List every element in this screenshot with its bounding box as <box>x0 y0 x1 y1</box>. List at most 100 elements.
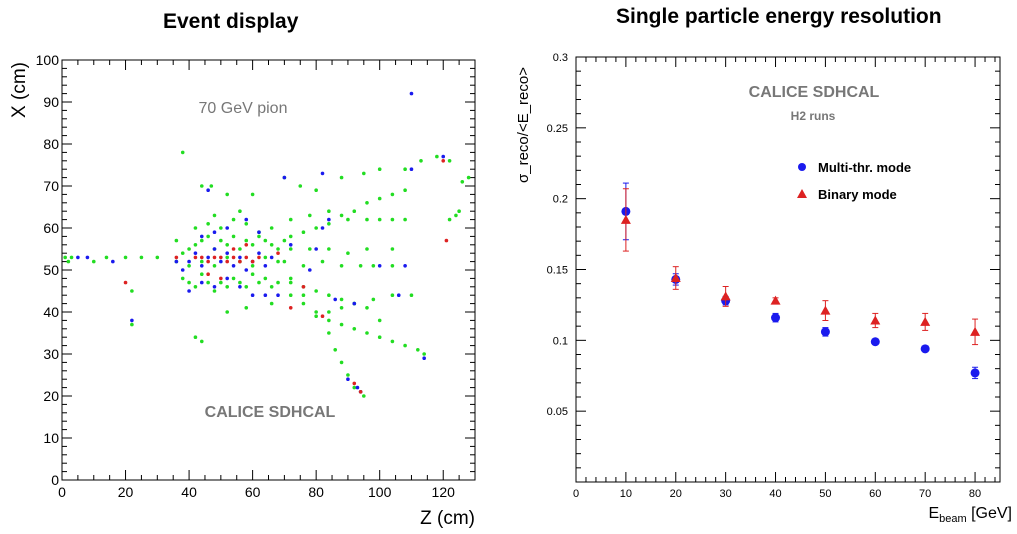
hit-green <box>460 180 465 184</box>
y-tick-label: 0.15 <box>547 265 568 277</box>
hit-green <box>390 293 395 298</box>
hit-green <box>346 217 350 222</box>
hit-green <box>263 276 268 281</box>
hit-red <box>257 255 261 260</box>
hit-green <box>155 255 160 260</box>
hit-green <box>377 167 382 171</box>
hit-blue <box>409 91 414 96</box>
hit-green <box>225 255 229 260</box>
data-point-multi <box>920 344 930 354</box>
y-tick-label: 20 <box>43 388 59 404</box>
hit-blue <box>282 175 287 180</box>
hit-green <box>377 196 382 201</box>
hit-green <box>269 226 274 230</box>
hit-blue <box>231 264 236 268</box>
hit-green <box>269 301 274 306</box>
hit-green <box>206 222 210 226</box>
hit-green <box>466 175 471 180</box>
x-tick-label: 20 <box>118 484 134 500</box>
hit-blue <box>180 268 185 272</box>
hit-blue <box>187 259 191 264</box>
hit-green <box>206 280 210 285</box>
hit-green <box>390 217 395 222</box>
annotation-runs: H2 runs <box>791 109 836 123</box>
hit-green <box>365 201 369 205</box>
hit-green <box>238 209 242 213</box>
hit-green <box>250 264 255 268</box>
hit-red <box>193 255 198 260</box>
legend-marker-triangle <box>797 189 807 198</box>
hit-red <box>441 159 446 163</box>
hit-green <box>199 339 204 344</box>
hit-green <box>339 306 344 310</box>
hit-green <box>339 264 344 268</box>
hit-red <box>225 259 229 264</box>
hit-red <box>244 243 249 247</box>
annotation-experiment: CALICE SDHCAL <box>205 404 336 421</box>
hit-green <box>244 306 249 310</box>
data-point-binary <box>670 273 681 282</box>
hit-red <box>276 251 280 255</box>
hit-blue <box>219 259 223 264</box>
hit-red <box>358 390 363 394</box>
hit-green <box>187 280 191 285</box>
hit-blue <box>308 268 312 272</box>
hit-green <box>288 217 293 222</box>
data-point-multi <box>820 327 830 337</box>
legend: Multi-thr. mode Binary mode <box>797 160 911 202</box>
x-tick-label: 10 <box>620 488 632 500</box>
x-tick-label: 60 <box>869 488 881 500</box>
hit-red <box>288 306 293 310</box>
hit-blue <box>244 268 249 272</box>
data-point-multi <box>970 368 980 378</box>
hit-red <box>352 381 357 386</box>
hit-green <box>390 339 395 344</box>
data-point-binary <box>970 326 981 336</box>
y-tick-label: 100 <box>36 52 60 68</box>
hit-green <box>327 318 331 323</box>
data-point-multi <box>771 313 781 323</box>
right-chart-title: Single particle energy resolution <box>616 5 942 28</box>
hit-green <box>104 255 109 260</box>
hit-green <box>447 217 452 222</box>
hit-green <box>244 238 249 243</box>
hit-green <box>219 226 223 230</box>
energy-resolution-chart: 0 10 20 30 40 50 60 70 80 0.05 0.1 0.15 0.2 0.25 0.3 Eb… <box>515 52 1012 525</box>
hit-green <box>257 280 261 285</box>
event-display-chart: 0 20 40 60 80 100 120 0 10 20 30 40 50 60 70 80 90 100 Z (… <box>9 52 476 529</box>
hit-red <box>231 247 236 251</box>
hit-green <box>288 280 293 285</box>
y-tick-label: 0.25 <box>547 123 568 135</box>
hit-blue <box>199 280 204 285</box>
hit-green <box>346 251 350 255</box>
y-tick-label: 0.2 <box>553 194 568 206</box>
hit-green <box>123 255 128 260</box>
hit-green <box>187 247 191 251</box>
hit-green <box>403 217 407 222</box>
hit-green <box>219 238 223 243</box>
hit-blue <box>320 226 325 230</box>
hit-green <box>276 259 280 264</box>
hit-green <box>225 310 229 314</box>
hit-green <box>301 264 306 268</box>
hit-green <box>447 159 452 163</box>
hit-red <box>301 285 306 289</box>
hit-green <box>403 343 407 348</box>
hit-green <box>250 192 255 197</box>
hit-red <box>219 276 223 281</box>
hit-green <box>231 276 236 281</box>
hit-blue <box>199 264 204 268</box>
y-tick-label: 40 <box>43 304 59 320</box>
hit-green <box>212 213 217 218</box>
hit-green <box>419 159 423 163</box>
hit-green <box>352 327 357 331</box>
x-tick-label: 100 <box>368 484 392 500</box>
hit-blue <box>85 255 90 260</box>
hit-blue <box>111 259 115 264</box>
hit-green <box>301 301 306 306</box>
hit-green <box>403 188 407 192</box>
x-axis-label: Z (cm) <box>420 508 475 529</box>
hit-blue <box>212 247 217 251</box>
hit-green <box>416 348 420 352</box>
